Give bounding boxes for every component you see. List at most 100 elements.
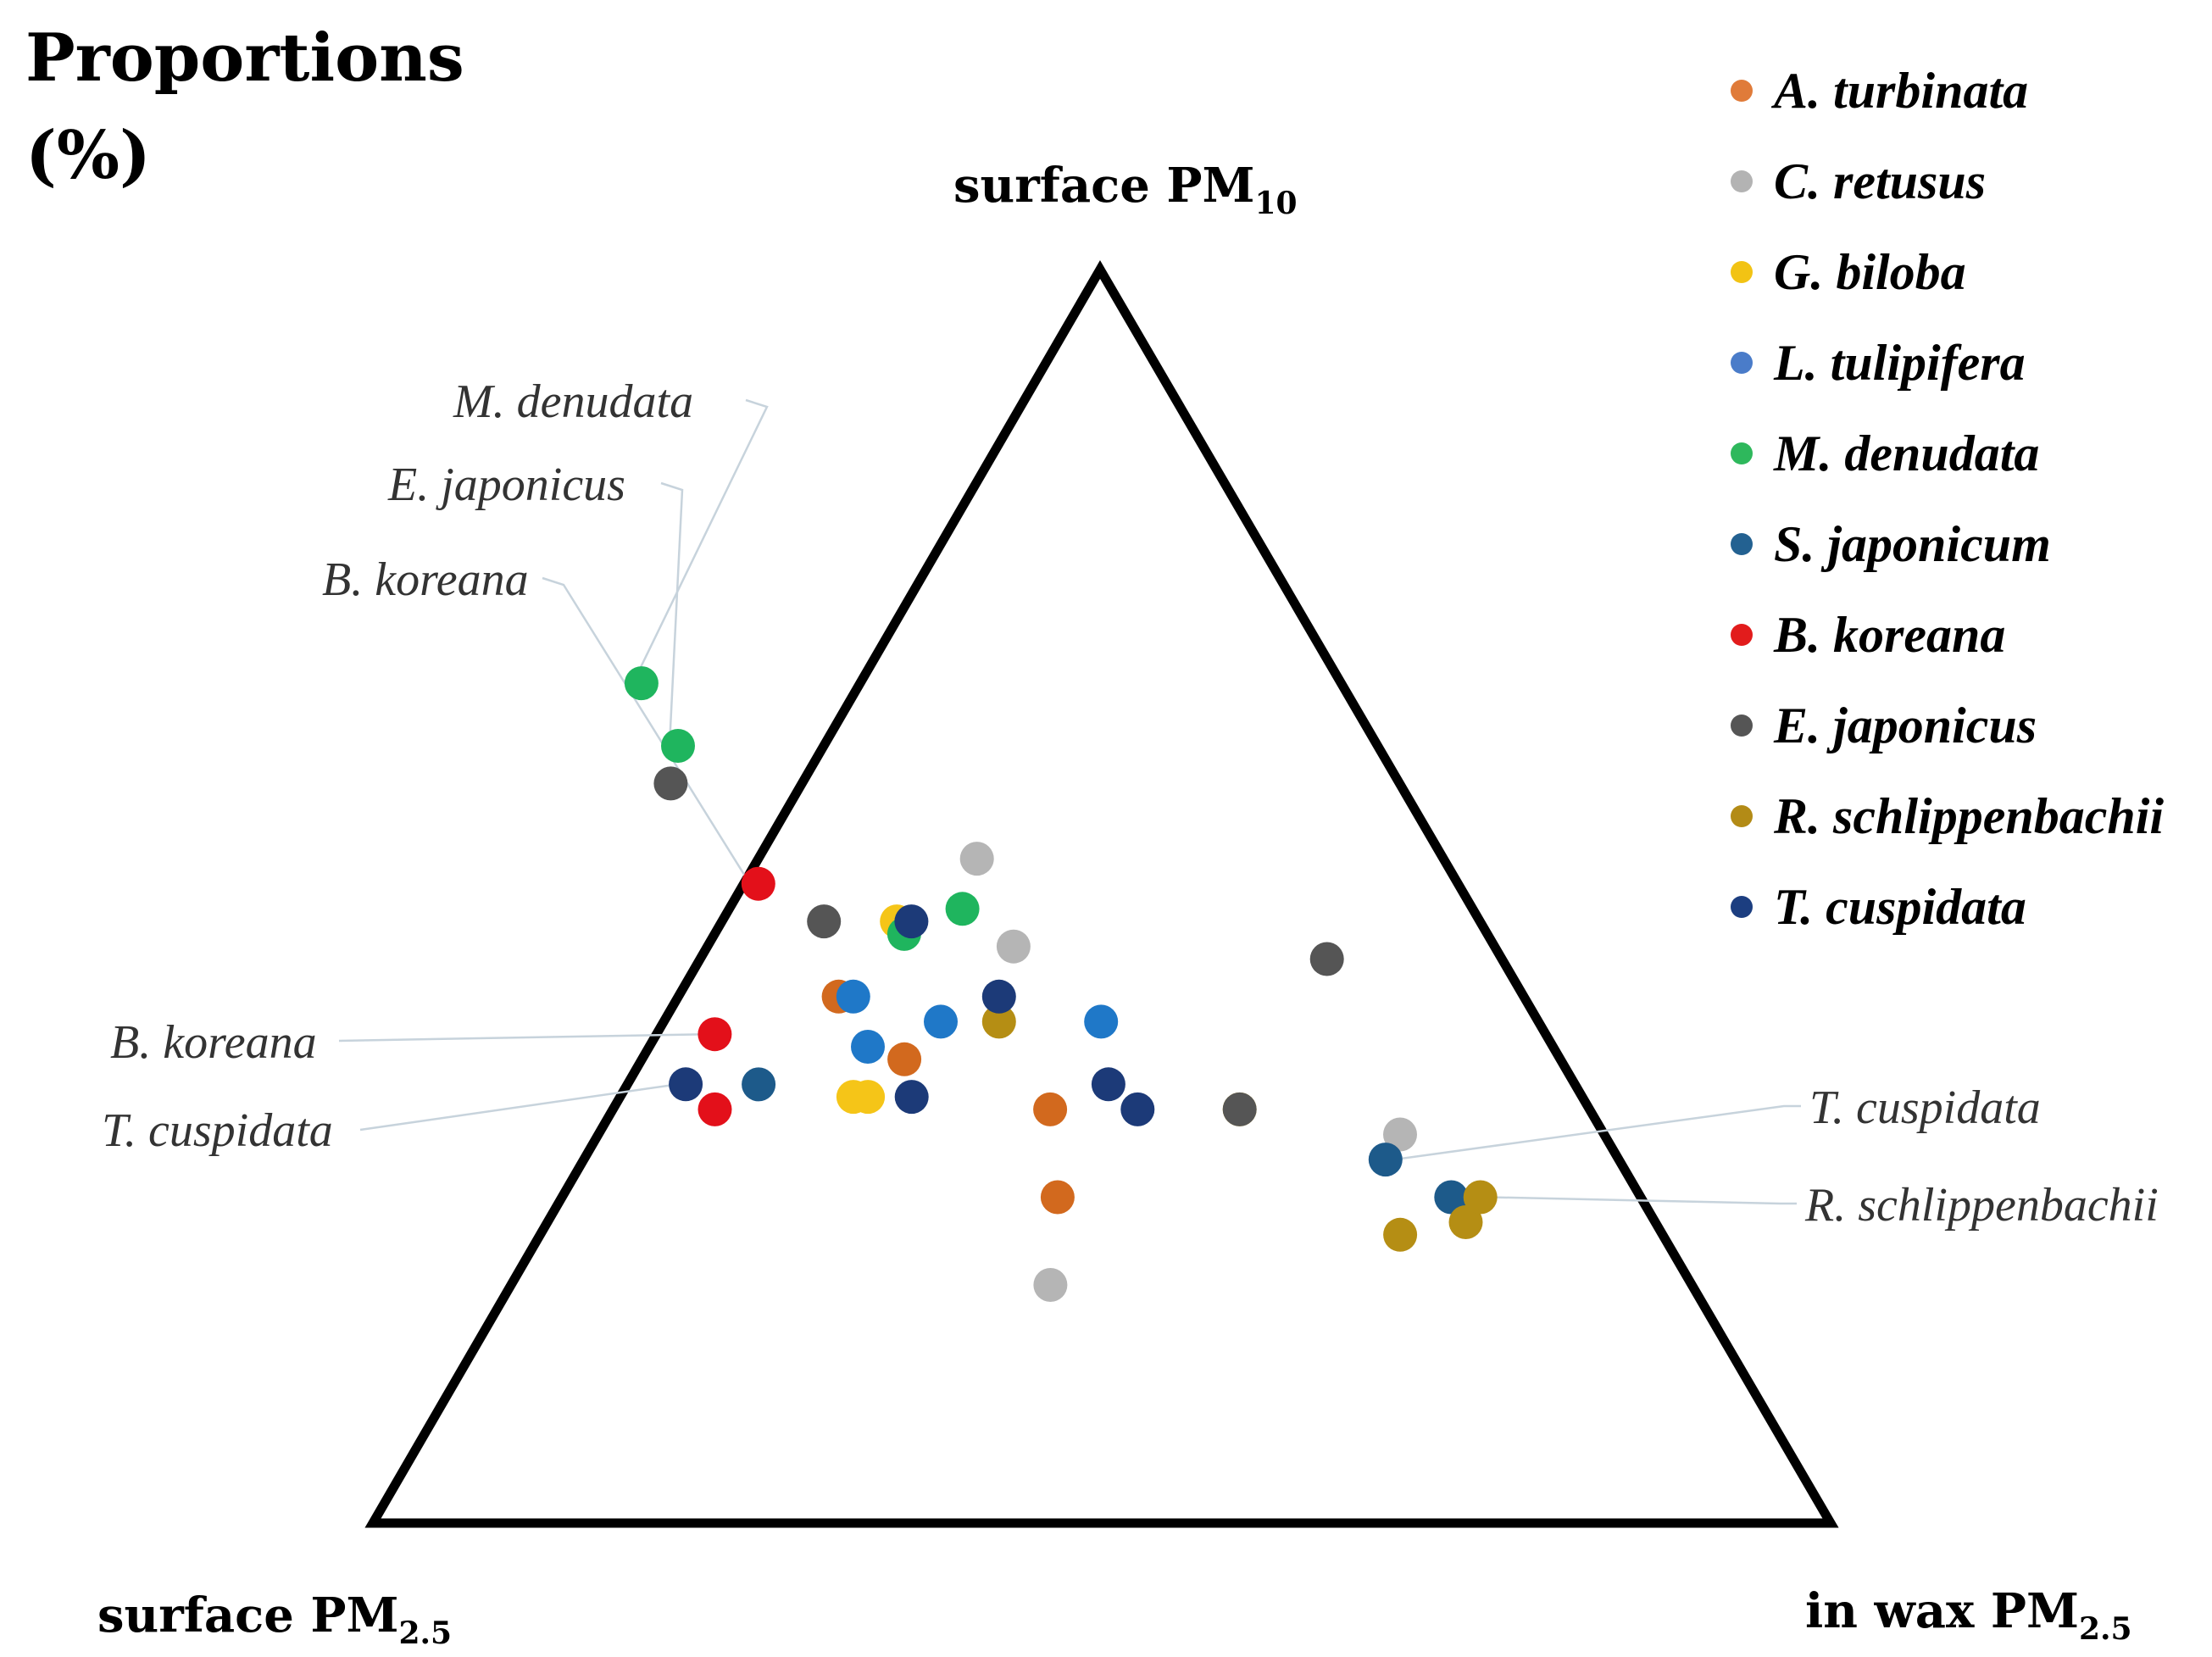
point-a-turbinata [1040,1180,1075,1215]
point-r-schlippenbachii [1448,1205,1483,1239]
point-l-tulipifera [1084,1004,1119,1039]
annotation-label-r-schlippenbachii: R. schlippenbachii [1804,1179,2159,1232]
legend-item-g-biloba: G. biloba [1731,244,1966,300]
point-r-schlippenbachii [1463,1180,1498,1215]
legend-label: T. cuspidata [1774,879,2026,935]
point-a-turbinata [1033,1092,1068,1126]
legend-marker [1731,170,1753,192]
legend-label: B. koreana [1773,607,2005,663]
annotation-label-b-koreana: B. koreana [322,553,529,606]
legend-label: G. biloba [1774,244,1966,300]
legend-item-e-japonicus: E. japonicus [1731,698,2037,753]
point-t-cuspidata [669,1067,703,1102]
point-r-schlippenbachii [981,1004,1016,1039]
legend-marker [1731,715,1753,737]
legend-label: C. retusus [1774,153,1986,209]
legend: A. turbinata C. retusus G. biloba L. tulipi… [1731,63,2164,935]
legend-item-s-japonicum: S. japonicum [1731,516,2051,572]
point-s-japonicum [1434,1180,1469,1215]
vertex-label-right: in wax PM2.5 [1805,1583,2132,1647]
vertex-labels: surface PM10 surface PM2.5 in wax PM2.5 [97,158,2132,1651]
point-l-tulipifera [851,1030,885,1064]
point-e-japonicus [1222,1092,1257,1126]
point-t-cuspidata [894,904,929,939]
annotation-leader-t-cuspidata [359,1083,678,1132]
annotation-leader-b-koreana [338,1032,707,1043]
legend-marker [1731,805,1753,827]
point-e-japonicus [1309,942,1344,976]
series-b-koreana [698,866,775,1126]
point-t-cuspidata [894,1080,929,1115]
legend-marker [1731,352,1753,374]
annotation-leader-b-koreana [542,576,751,885]
legend-label: A. turbinata [1770,63,2028,119]
legend-marker [1731,896,1753,918]
legend-label: E. japonicus [1773,698,2037,753]
vertex-label-top: surface PM10 [953,158,1298,221]
point-m-denudata [624,666,659,701]
series-r-schlippenbachii [981,1004,1498,1252]
annotation-label-t-cuspidata: T. cuspidata [102,1104,333,1157]
legend-marker [1731,261,1753,283]
point-c-retusus [1383,1117,1417,1152]
point-b-koreana [698,1017,732,1052]
annotation-label-e-japonicus: E. japonicus [387,459,625,511]
point-c-retusus [959,842,994,876]
point-b-koreana [698,1092,732,1126]
point-s-japonicum [742,1067,776,1102]
point-c-retusus [996,929,1031,964]
point-s-japonicum [1368,1143,1403,1177]
annotation-leader-m-denudata [631,398,769,684]
annotation-label-t-cuspidata: T. cuspidata [1809,1081,2041,1134]
chart-subtitle: (%) [25,117,151,194]
series-t-cuspidata [669,904,1155,1126]
title-group: Proportions (%) [25,19,464,194]
legend-label: M. denudata [1773,425,2039,481]
annotation-label-m-denudata: M. denudata [453,375,693,428]
data-points [624,666,1498,1302]
legend-item-m-denudata: M. denudata [1731,425,2039,481]
point-r-schlippenbachii [1383,1217,1418,1252]
point-b-koreana [741,866,775,901]
point-e-japonicus [807,904,842,939]
vertex-label-left: surface PM2.5 [97,1587,452,1651]
ternary-triangle [364,260,1839,1528]
series-e-japonicus [653,766,1344,1126]
annotations: M. denudata E. japonicus B. koreana B. kore… [102,375,2159,1232]
annotation-leader-e-japonicus [660,481,684,747]
legend-label: S. japonicum [1774,516,2051,572]
point-t-cuspidata [1120,1092,1155,1126]
legend-label: R. schlippenbachii [1773,788,2164,844]
legend-marker [1731,624,1753,646]
point-t-cuspidata [1091,1067,1125,1102]
legend-item-a-turbinata: A. turbinata [1731,63,2028,119]
point-l-tulipifera [924,1004,958,1039]
legend-item-t-cuspidata: T. cuspidata [1731,879,2026,935]
legend-item-l-tulipifera: L. tulipifera [1731,335,2026,391]
series-l-tulipifera [836,979,1119,1064]
point-l-tulipifera [836,979,870,1014]
legend-label: L. tulipifera [1773,335,2026,391]
annotation-leader-t-cuspidata [1393,1104,1801,1161]
legend-item-b-koreana: B. koreana [1731,607,2005,663]
point-m-denudata [661,729,695,763]
point-g-biloba [851,1080,886,1115]
annotation-leader-r-schlippenbachii [1488,1196,1797,1205]
legend-item-r-schlippenbachii: R. schlippenbachii [1731,788,2164,844]
legend-marker [1731,533,1753,555]
legend-marker [1731,80,1753,102]
annotation-label-b-koreana: B. koreana [110,1016,317,1069]
chart-title: Proportions [25,19,464,97]
series-c-retusus [959,842,1417,1302]
point-m-denudata [945,892,980,926]
point-a-turbinata [887,1042,922,1076]
point-c-retusus [1033,1268,1068,1302]
series-m-denudata [624,666,980,951]
point-t-cuspidata [981,979,1016,1014]
legend-marker [1731,442,1753,464]
point-e-japonicus [653,766,688,801]
series-s-japonicum [742,1067,1469,1215]
legend-item-c-retusus: C. retusus [1731,153,1986,209]
